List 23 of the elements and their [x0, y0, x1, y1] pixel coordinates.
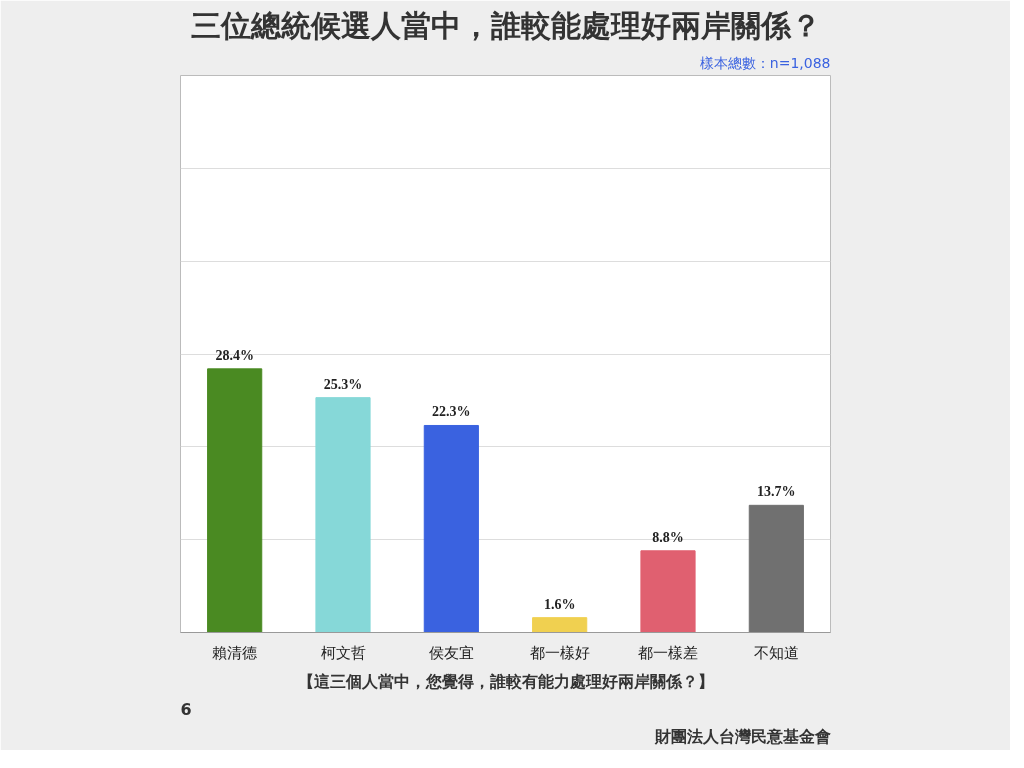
x-tick-label: 不知道	[753, 643, 799, 662]
data-label: 13.7%	[757, 484, 796, 500]
x-tick-label: 都一樣差	[638, 643, 698, 662]
data-label: 1.6%	[543, 596, 576, 612]
x-tick-label: 賴清德	[212, 643, 258, 662]
text: 6	[180, 699, 192, 719]
data-label: 8.8%	[652, 529, 684, 545]
bar	[640, 550, 696, 633]
x-tick-label: 都一樣好	[529, 643, 590, 662]
data-label: 28.4%	[215, 347, 254, 363]
x-tick-label: 侯友宜	[428, 643, 474, 662]
bar	[207, 368, 263, 633]
bar	[315, 397, 371, 633]
data-label: 22.3%	[432, 404, 471, 420]
bar	[532, 617, 588, 633]
text: 財團法人台灣民意基金會	[653, 726, 831, 746]
text: 【這三個人當中，您覺得，誰較有能力處理好兩岸關係？】	[297, 671, 714, 691]
bar	[748, 504, 804, 633]
chart-title: 三位總統候選人當中，誰較能處理好兩岸關係？	[190, 7, 821, 43]
text: 樣本總數：n=1,088	[699, 54, 831, 71]
bar	[423, 424, 479, 633]
x-tick-label: 柯文哲	[320, 643, 366, 662]
data-label: 25.3%	[323, 376, 363, 392]
